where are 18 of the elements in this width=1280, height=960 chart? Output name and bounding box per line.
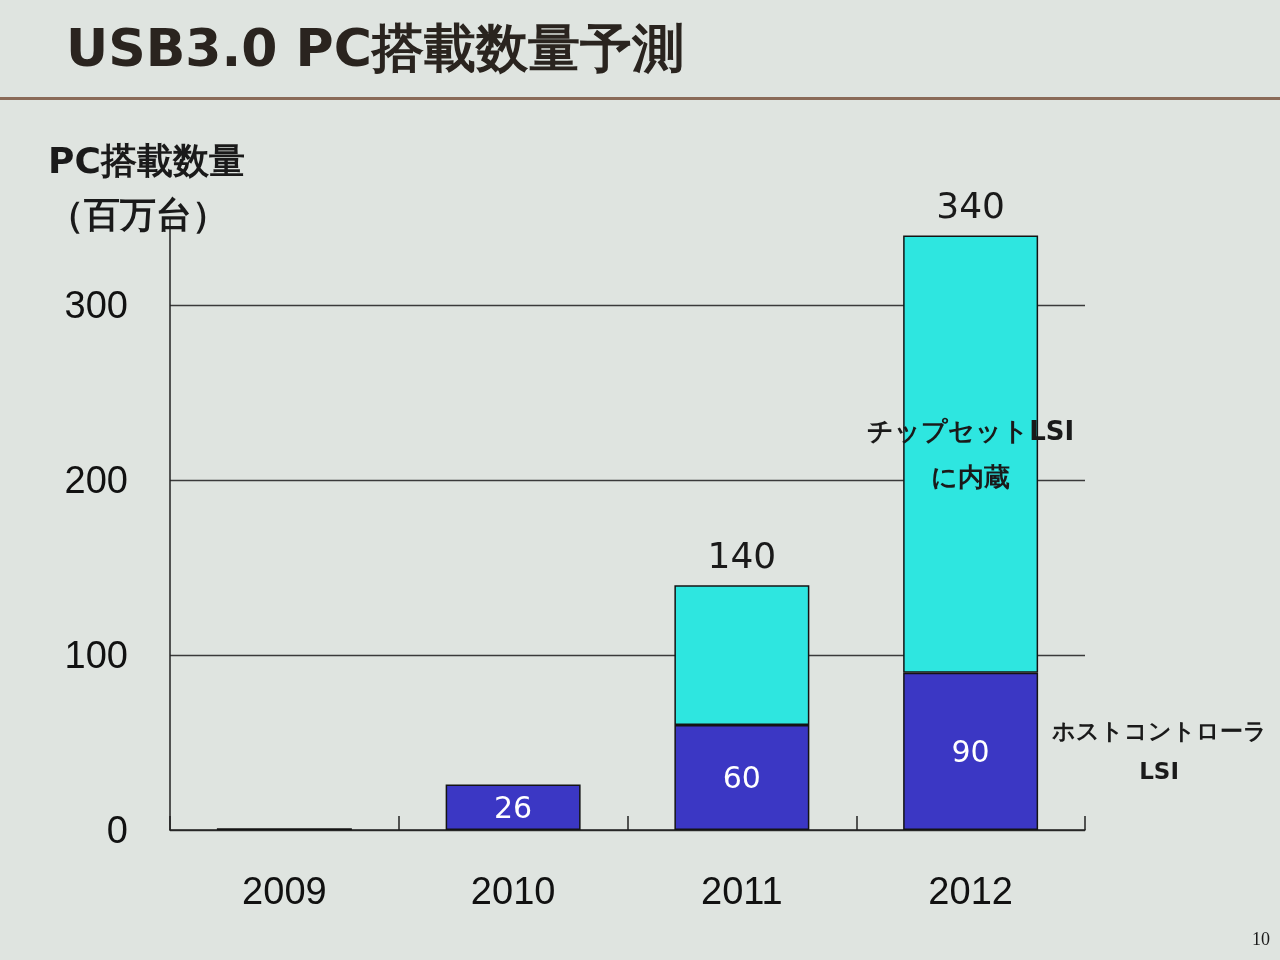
y-tick-label: 200: [64, 459, 128, 502]
series-label: ホストコントローラLSI: [1050, 717, 1268, 787]
text: 10: [1252, 929, 1270, 950]
chart-title: USB3.0 PC搭載数量予測: [66, 17, 684, 80]
y-axis-title: PC搭載数量（百万台）: [48, 139, 246, 237]
x-tick-label: 2011: [701, 870, 783, 912]
data-label: 26: [494, 789, 533, 825]
data-label: 90: [951, 733, 990, 769]
x-tick-label: 2012: [928, 870, 1013, 912]
total-label: 340: [936, 184, 1005, 226]
data-label: 60: [722, 760, 761, 796]
bar: [445, 784, 581, 830]
y-tick-label: 100: [64, 634, 128, 677]
y-tick-label: 0: [106, 809, 128, 851]
total-label: 140: [707, 534, 777, 576]
x-tick-label: 2010: [470, 870, 556, 912]
x-tick-label: 2009: [242, 870, 327, 912]
y-tick-label: 300: [64, 284, 128, 327]
